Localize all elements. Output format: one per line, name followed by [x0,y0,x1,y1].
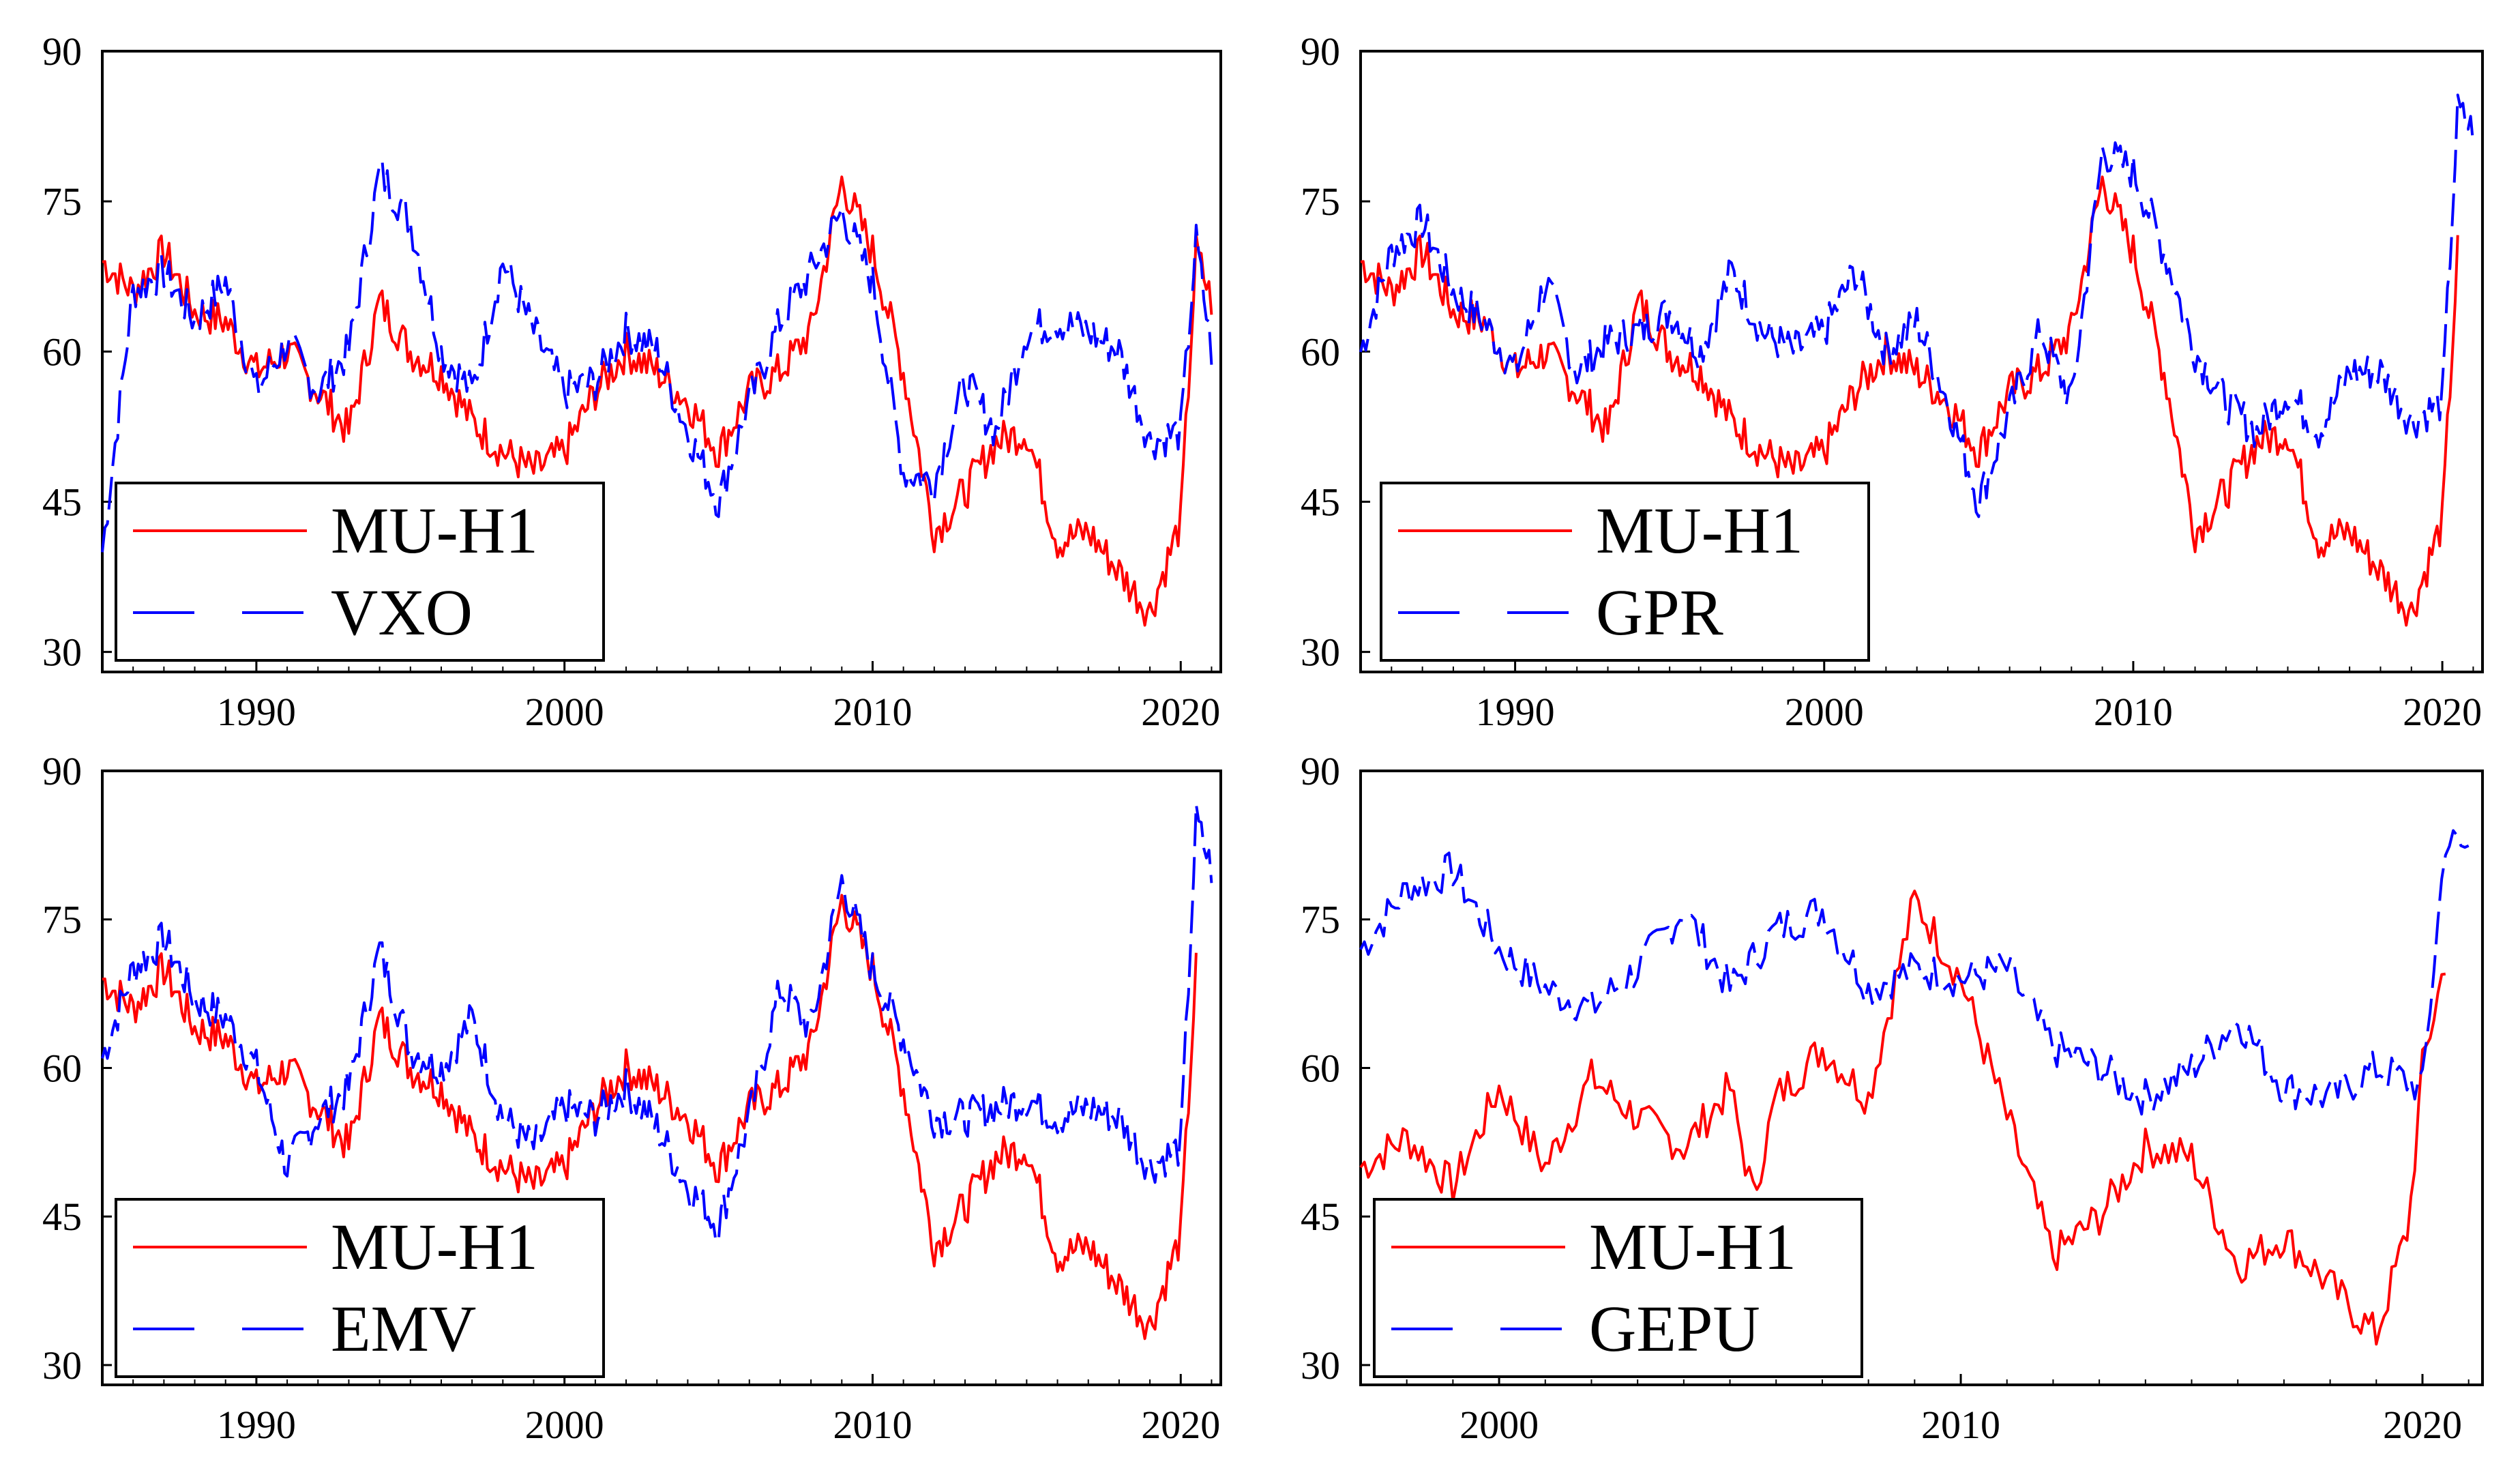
panel-vxo: 30 45 60 75 90 1990 2000 2010 2020 MU-H1 VXO [42,29,1222,734]
series-line-mu-h1 [1359,890,2446,1346]
x-tick-label: 2000 [1459,1403,1539,1447]
y-tick-label: 30 [42,630,82,675]
y-tick-label: 75 [1301,898,1340,942]
x-tick-label: 2010 [1921,1403,2000,1447]
x-tick-label: 2010 [833,1403,912,1447]
y-tick-label: 60 [1301,1046,1340,1090]
y-tick-label: 90 [1301,749,1340,793]
x-tick-label: 2000 [1785,690,1864,734]
series-line-vxo [101,159,1213,553]
y-tick-label: 90 [42,29,82,74]
y-tick-label: 75 [42,179,82,224]
legend-label: GEPU [1589,1292,1760,1365]
plot-frame [1359,770,2484,1386]
y-tick-label: 30 [1301,1343,1340,1388]
legend-label: MU-H1 [331,494,538,567]
x-tick-label: 2000 [525,1403,604,1447]
legend-label: VXO [331,576,473,649]
y-tick-label: 75 [42,898,82,942]
legend-box [1380,482,1870,662]
x-tick-label: 2020 [1141,1403,1220,1447]
legend-label: GPR [1596,576,1723,649]
y-tick-label: 45 [1301,1195,1340,1239]
legend-label: MU-H1 [1596,494,1803,567]
plot-frame [1359,50,2484,673]
y-tick-label: 75 [1301,179,1340,224]
x-tick-label: 1990 [217,1403,296,1447]
series-line-gepu [1359,829,2470,1116]
series-line-mu-h1 [102,175,1213,627]
y-tick-label: 45 [42,480,82,524]
legend-box [1373,1198,1863,1378]
y-tick-label: 60 [42,330,82,374]
series-line-mu-h1 [102,894,1198,1341]
y-tick-label: 60 [42,1046,82,1090]
panel-emv: 30 45 60 75 90 1990 2000 2010 2020 MU-H1 EMV [42,749,1222,1447]
x-tick-label: 2010 [2094,690,2173,734]
series-line-emv [101,803,1213,1244]
series-line-gpr [1359,93,2475,518]
x-tick-label: 2020 [2403,690,2482,734]
legend-label: MU-H1 [331,1210,538,1283]
plot-frame [101,770,1222,1386]
x-tick-label: 1990 [1476,690,1555,734]
y-tick-label: 60 [1301,330,1340,374]
x-tick-label: 1990 [217,690,296,734]
legend-box [115,1198,605,1378]
x-tick-label: 2000 [525,690,604,734]
panel-gepu: 30 45 60 75 90 2000 2010 2020 MU-H1 GEPU [1301,749,2484,1447]
panel-gpr: 30 45 60 75 90 1990 2000 2010 2020 MU-H1 GPR [1301,29,2484,734]
legend-label: MU-H1 [1589,1210,1796,1283]
y-tick-label: 90 [42,749,82,793]
x-tick-label: 2010 [833,690,912,734]
series-line-mu-h1 [1360,175,2459,627]
legend-label: EMV [331,1292,476,1365]
legend-box [115,482,605,662]
y-tick-label: 30 [1301,630,1340,675]
x-tick-label: 2020 [1141,690,1220,734]
y-tick-label: 45 [42,1195,82,1239]
y-tick-label: 30 [42,1343,82,1388]
y-tick-label: 90 [1301,29,1340,74]
y-tick-label: 45 [1301,480,1340,524]
plot-frame [101,50,1222,673]
x-tick-label: 2020 [2383,1403,2462,1447]
